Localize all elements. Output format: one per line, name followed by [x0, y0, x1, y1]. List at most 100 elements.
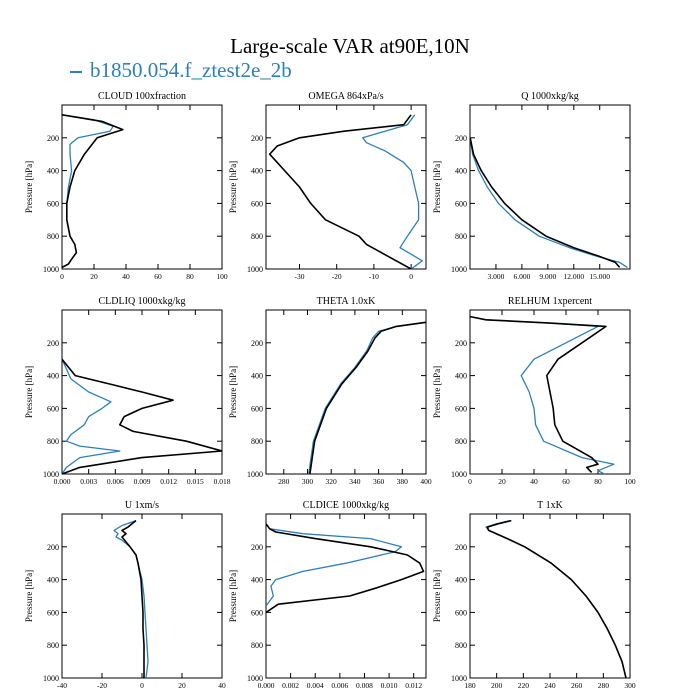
x-tick-label: 80 — [186, 272, 194, 281]
x-tick-label: 400 — [420, 477, 432, 486]
x-tick-label: 0 — [60, 272, 64, 281]
x-tick-label: 300 — [624, 681, 636, 690]
series-line-test — [470, 315, 615, 474]
y-tick-label: 1000 — [451, 265, 467, 274]
x-tick-label: 3.000 — [488, 272, 505, 281]
y-axis-label: Pressure [hPa] — [432, 570, 442, 622]
y-tick-label: 800 — [47, 437, 59, 446]
y-tick-label: 800 — [455, 641, 467, 650]
series-line-control — [121, 519, 145, 678]
legend-label: b1850.054.f_ztest2e_2b — [90, 58, 292, 82]
x-tick-label: 0.012 — [405, 681, 422, 690]
y-tick-label: 400 — [455, 372, 467, 381]
y-tick-label: 600 — [455, 199, 467, 208]
x-tick-label: -40 — [57, 681, 67, 690]
y-tick-label: 800 — [251, 232, 263, 241]
y-tick-label: 200 — [47, 543, 59, 552]
panel-frame — [265, 104, 427, 270]
y-tick-label: 200 — [455, 543, 467, 552]
y-tick-label: 200 — [251, 134, 263, 143]
x-tick-label: 20 — [90, 272, 98, 281]
x-tick-label: 0.003 — [80, 477, 97, 486]
series-line-control — [266, 523, 425, 614]
x-tick-label: 0.002 — [282, 681, 299, 690]
panel-frame — [469, 513, 631, 679]
x-tick-label: 12.000 — [563, 272, 584, 281]
x-tick-label: 200 — [491, 681, 503, 690]
y-tick-label: 600 — [455, 404, 467, 413]
panel-title: U 1xm/s — [125, 500, 159, 511]
x-tick-label: -20 — [97, 681, 107, 690]
x-tick-label: 180 — [464, 681, 476, 690]
series-line-test — [362, 114, 423, 269]
x-tick-label: 40 — [218, 681, 226, 690]
y-tick-label: 200 — [455, 134, 467, 143]
legend: b1850.054.f_ztest2e_2b — [70, 58, 292, 83]
x-tick-label: -20 — [332, 272, 342, 281]
x-tick-label: 20 — [178, 681, 186, 690]
legend-line-swatch — [70, 71, 82, 74]
y-tick-label: 200 — [455, 339, 467, 348]
series-line-control — [470, 315, 607, 473]
x-tick-label: 280 — [278, 477, 290, 486]
x-tick-label: 280 — [598, 681, 610, 690]
panel-title: OMEGA 864xPa/s — [308, 91, 383, 102]
x-tick-label: 6.000 — [513, 272, 530, 281]
x-tick-label: 0.006 — [331, 681, 348, 690]
y-axis-label: Pressure [hPa] — [24, 161, 34, 213]
x-tick-label: 300 — [302, 477, 314, 486]
panel-title: CLOUD 100xfraction — [98, 91, 186, 102]
x-tick-label: 0 — [409, 272, 413, 281]
x-tick-label: 0.012 — [160, 477, 177, 486]
y-tick-label: 800 — [251, 437, 263, 446]
figure-title: Large-scale VAR at90E,10N — [230, 34, 470, 58]
series-line-control — [62, 358, 222, 474]
y-tick-label: 400 — [47, 576, 59, 585]
x-tick-label: 220 — [518, 681, 530, 690]
y-axis-label: Pressure [hPa] — [24, 570, 34, 622]
panel-frame — [265, 309, 427, 475]
x-tick-label: 340 — [349, 477, 361, 486]
y-axis-label: Pressure [hPa] — [228, 570, 238, 622]
y-axis-label: Pressure [hPa] — [432, 366, 442, 418]
x-tick-label: 20 — [498, 477, 506, 486]
series-line-test — [470, 137, 628, 268]
x-tick-label: 0.006 — [107, 477, 124, 486]
y-tick-label: 1000 — [43, 265, 59, 274]
x-tick-label: 0.009 — [134, 477, 151, 486]
x-tick-label: 9.000 — [539, 272, 556, 281]
y-tick-label: 600 — [251, 199, 263, 208]
y-tick-label: 800 — [47, 232, 59, 241]
y-tick-label: 600 — [47, 608, 59, 617]
x-tick-label: 0.010 — [381, 681, 398, 690]
x-tick-label: 100 — [624, 477, 636, 486]
y-tick-label: 1000 — [43, 470, 59, 479]
x-tick-label: 80 — [594, 477, 602, 486]
x-tick-label: 40 — [530, 477, 538, 486]
x-tick-label: 380 — [397, 477, 409, 486]
y-tick-label: 800 — [47, 641, 59, 650]
panel-title: CLDICE 1000xkg/kg — [303, 500, 389, 511]
y-tick-label: 200 — [47, 339, 59, 348]
x-tick-label: 0 — [468, 477, 472, 486]
panel-frame — [469, 309, 631, 475]
x-tick-label: 0 — [140, 681, 144, 690]
x-tick-label: 260 — [571, 681, 583, 690]
panel-frame — [469, 104, 631, 270]
x-tick-label: 60 — [154, 272, 162, 281]
y-axis-label: Pressure [hPa] — [228, 366, 238, 418]
y-tick-label: 1000 — [451, 470, 467, 479]
x-tick-label: 360 — [373, 477, 385, 486]
y-tick-label: 1000 — [43, 674, 59, 683]
x-tick-label: 100 — [216, 272, 228, 281]
x-tick-label: 0.008 — [356, 681, 373, 690]
series-line-control — [268, 114, 412, 269]
series-line-test — [62, 358, 121, 474]
panel-title: Q 1000xkg/kg — [521, 91, 579, 102]
y-tick-label: 800 — [455, 232, 467, 241]
panel-title: RELHUM 1xpercent — [508, 296, 592, 307]
x-tick-label: 320 — [326, 477, 338, 486]
y-tick-label: 400 — [251, 576, 263, 585]
y-axis-label: Pressure [hPa] — [24, 366, 34, 418]
